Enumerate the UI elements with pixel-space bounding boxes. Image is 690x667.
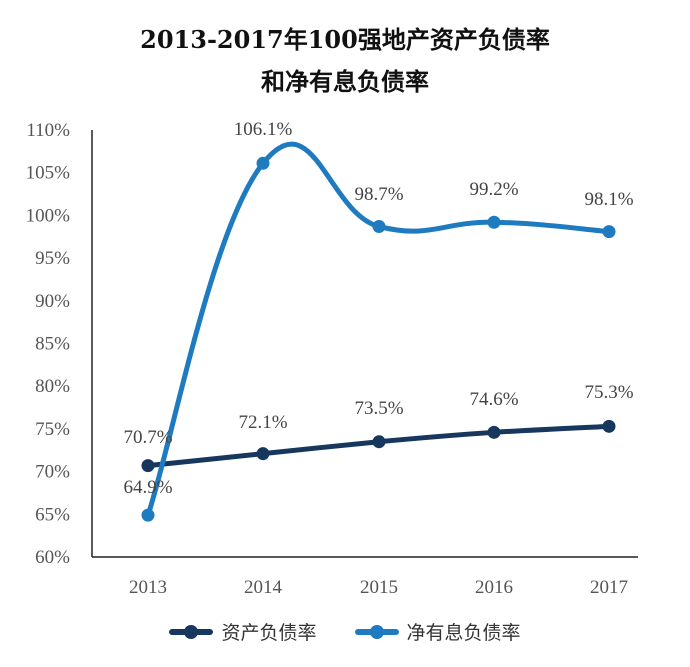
data-label-series-1: 72.1% xyxy=(238,412,287,433)
chart-title-line2: 和净有息负债率 xyxy=(261,67,429,96)
data-point-series-1 xyxy=(141,459,155,473)
y-tick-label: 85% xyxy=(35,334,70,355)
data-point-series-2 xyxy=(141,508,155,522)
data-label-series-2: 99.2% xyxy=(469,179,518,200)
x-tick-label: 2016 xyxy=(475,577,513,598)
data-point-series-1 xyxy=(602,419,616,433)
y-tick-label: 65% xyxy=(35,504,70,525)
data-point-series-1 xyxy=(256,447,270,461)
chart-title-line1: 2013-2017年100强地产资产负债率 xyxy=(140,25,550,54)
legend-swatch-series-2 xyxy=(354,624,399,639)
y-tick-label: 105% xyxy=(26,163,71,184)
legend-label-series-1: 资产负债率 xyxy=(221,622,317,644)
x-tick-label: 2017 xyxy=(590,577,628,598)
y-tick-label: 100% xyxy=(26,205,71,226)
data-label-series-1: 73.5% xyxy=(354,398,403,419)
data-label-series-2: 106.1% xyxy=(234,119,293,140)
data-point-series-1 xyxy=(487,425,501,439)
data-label-series-1: 70.7% xyxy=(123,427,172,448)
legend: 资产负债率 净有息负债率 xyxy=(0,618,690,645)
legend-label-series-2: 净有息负债率 xyxy=(406,622,521,644)
data-label-series-2: 98.7% xyxy=(354,184,403,205)
x-tick-label: 2014 xyxy=(244,577,283,598)
y-tick-label: 80% xyxy=(35,376,70,397)
data-label-series-2: 64.9% xyxy=(123,477,172,498)
legend-item-series-1: 资产负债率 xyxy=(169,618,317,645)
x-tick-label: 2013 xyxy=(129,577,167,598)
data-label-series-2: 98.1% xyxy=(584,189,633,210)
data-label-series-1: 75.3% xyxy=(584,382,633,403)
data-point-series-2 xyxy=(602,225,616,239)
data-label-series-1: 74.6% xyxy=(469,389,518,410)
data-point-series-1 xyxy=(372,435,386,449)
data-point-series-2 xyxy=(372,220,386,234)
y-tick-label: 95% xyxy=(35,248,70,269)
y-tick-label: 60% xyxy=(35,547,70,568)
y-tick-label: 70% xyxy=(35,462,70,483)
data-point-series-2 xyxy=(256,156,270,170)
x-tick-label: 2015 xyxy=(360,577,398,598)
y-tick-label: 110% xyxy=(26,120,70,141)
legend-swatch-series-1 xyxy=(169,624,214,639)
data-point-series-2 xyxy=(487,215,501,229)
series-line-2 xyxy=(145,141,612,518)
y-tick-label: 90% xyxy=(35,291,70,312)
y-tick-label: 75% xyxy=(35,419,70,440)
legend-item-series-2: 净有息负债率 xyxy=(354,618,521,645)
